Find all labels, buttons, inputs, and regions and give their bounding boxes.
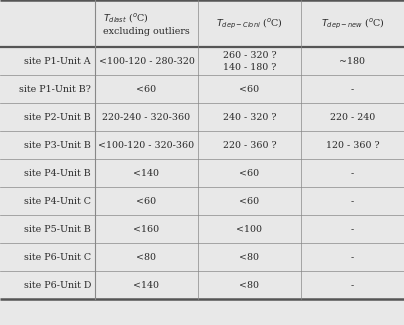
Text: 220 - 240: 220 - 240 [330, 113, 375, 122]
Text: <80: <80 [240, 281, 259, 290]
Text: <80: <80 [240, 253, 259, 262]
Text: site P3-Unit B: site P3-Unit B [24, 141, 91, 150]
Text: <100-120 - 320-360: <100-120 - 320-360 [99, 141, 194, 150]
Text: 260 - 320 ?
140 - 180 ?: 260 - 320 ? 140 - 180 ? [223, 51, 276, 72]
Text: <60: <60 [240, 169, 259, 178]
Text: site P4-Unit C: site P4-Unit C [24, 197, 91, 206]
Text: -: - [351, 225, 354, 234]
Text: -: - [351, 169, 354, 178]
Text: 220-240 - 320-360: 220-240 - 320-360 [102, 113, 191, 122]
Text: 240 - 320 ?: 240 - 320 ? [223, 113, 276, 122]
Text: site P6-Unit D: site P6-Unit D [23, 281, 91, 290]
Text: <100-120 - 280-320: <100-120 - 280-320 [99, 57, 194, 66]
Text: 220 - 360 ?: 220 - 360 ? [223, 141, 276, 150]
Text: $T_{dlast}$ ($^{o}$C)
excluding outliers: $T_{dlast}$ ($^{o}$C) excluding outliers [103, 11, 190, 36]
Text: <140: <140 [133, 281, 160, 290]
Text: -: - [351, 197, 354, 206]
Text: ~180: ~180 [339, 57, 366, 66]
Text: $T_{dep-Cioni}$ ($^{o}$C): $T_{dep-Cioni}$ ($^{o}$C) [216, 17, 283, 31]
Text: $T_{dep-new}$ ($^{o}$C): $T_{dep-new}$ ($^{o}$C) [320, 17, 385, 31]
Text: <140: <140 [133, 169, 160, 178]
Text: <60: <60 [137, 84, 156, 94]
Text: <160: <160 [133, 225, 160, 234]
Text: <100: <100 [236, 225, 263, 234]
Text: <60: <60 [240, 197, 259, 206]
Text: site P5-Unit B: site P5-Unit B [24, 225, 91, 234]
Text: -: - [351, 253, 354, 262]
Text: -: - [351, 281, 354, 290]
Text: <60: <60 [240, 84, 259, 94]
Text: 120 - 360 ?: 120 - 360 ? [326, 141, 379, 150]
Text: site P4-Unit B: site P4-Unit B [24, 169, 91, 178]
Text: <80: <80 [137, 253, 156, 262]
Text: -: - [351, 84, 354, 94]
Text: <60: <60 [137, 197, 156, 206]
Text: site P1-Unit A: site P1-Unit A [24, 57, 91, 66]
Text: site P6-Unit C: site P6-Unit C [24, 253, 91, 262]
Text: site P1-Unit B?: site P1-Unit B? [19, 84, 91, 94]
Text: site P2-Unit B: site P2-Unit B [24, 113, 91, 122]
